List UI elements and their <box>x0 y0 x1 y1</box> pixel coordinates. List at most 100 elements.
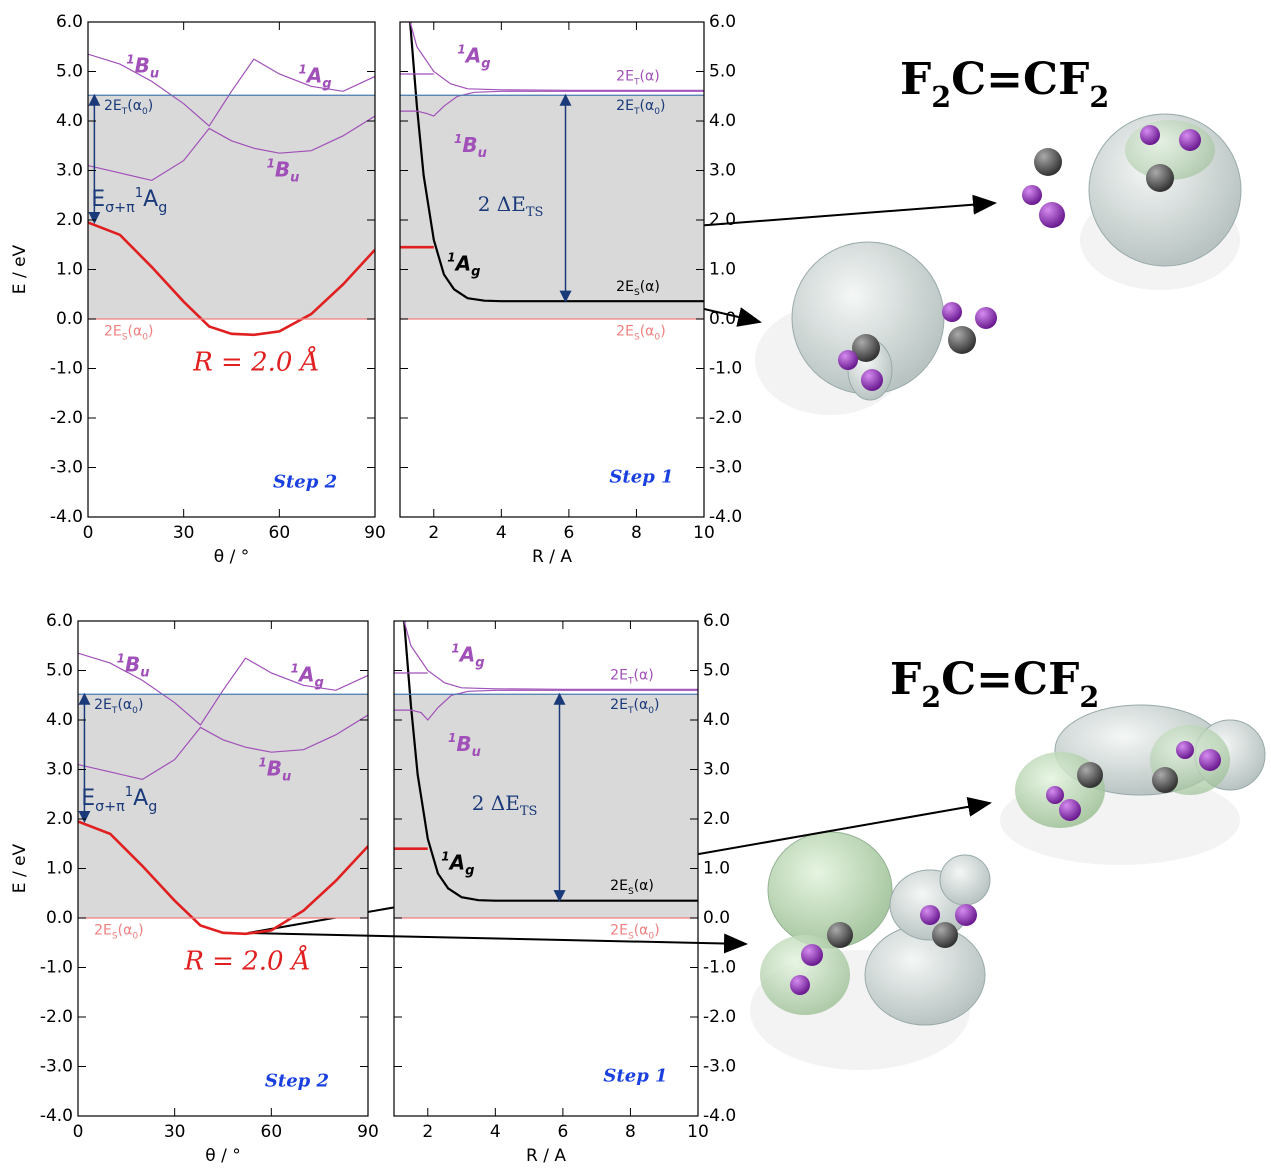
x-tick-label: 30 <box>173 523 195 543</box>
label-text: 2E <box>610 697 628 713</box>
label-text: A <box>458 642 475 666</box>
annotation: 1Bu <box>267 156 300 186</box>
y-tick-label: 2.0 <box>703 809 730 829</box>
y-tick-label: -2.0 <box>703 1007 736 1027</box>
y-tick-label: 2.0 <box>709 210 736 230</box>
label-text: R = 2.0 Å <box>183 945 310 977</box>
label-text: 2E <box>616 98 634 114</box>
x-tick-label: 4 <box>490 1122 501 1142</box>
annotation: 2ET(α0) <box>616 98 665 117</box>
data-line <box>400 90 704 117</box>
x-tick-label: 10 <box>693 523 715 543</box>
label-text: (α) <box>634 667 654 683</box>
subscript: g <box>481 57 490 72</box>
label-text: (α <box>640 98 655 114</box>
annotation: Step 2 <box>273 471 337 492</box>
plot-area <box>88 53 375 337</box>
label-text: 2E <box>104 98 122 114</box>
label-text: ) <box>138 697 143 713</box>
superscript: 1 <box>126 52 134 66</box>
subscript: 2 <box>1089 80 1109 114</box>
x-tick-label: 0 <box>73 1122 84 1142</box>
y-tick-label: 1.0 <box>709 260 736 280</box>
label-text: 2E <box>610 667 628 683</box>
subscript: TS <box>520 804 538 819</box>
data-line <box>403 621 698 690</box>
y-tick-label: 0.0 <box>56 309 83 329</box>
annotation: R = 2.0 Å <box>183 945 310 977</box>
subscript: T <box>111 706 118 716</box>
data-line <box>78 652 368 726</box>
line-chart: 6.0 5.0 4.0 3.0 2.0 1.0 0.0 -1.0 -2.0 -3.0 -4.0 2 4 6… <box>393 611 736 1166</box>
x-tick-label: 60 <box>261 1122 283 1142</box>
subscript: S <box>634 332 640 342</box>
superscript: 1 <box>135 186 143 201</box>
y-tick-label: 4.0 <box>703 710 730 730</box>
label-text: ) <box>660 98 665 114</box>
x-tick-label: 30 <box>164 1122 186 1142</box>
y-tick-label: 5.0 <box>709 62 736 82</box>
subscript: u <box>150 67 159 82</box>
annotation: Step 1 <box>603 1065 667 1086</box>
label-text: C=CF <box>951 54 1089 105</box>
superscript: 1 <box>457 42 465 56</box>
label-text: ) <box>138 922 143 938</box>
y-tick-label: -2.0 <box>50 408 83 428</box>
label-text: (α <box>634 922 649 938</box>
label-text: A <box>297 662 314 686</box>
label-text: 2 ΔE <box>472 791 520 815</box>
superscript: 1 <box>447 250 455 264</box>
label-text: A <box>305 63 322 87</box>
y-tick-label: 4.0 <box>46 710 73 730</box>
x-tick-label: 8 <box>625 1122 636 1142</box>
annotation: 2ET(α0) <box>610 697 659 716</box>
subscript: 0 <box>654 332 660 342</box>
x-axis-label: θ / ° <box>214 547 249 567</box>
subscript: 0 <box>132 706 138 716</box>
data-line <box>403 621 698 902</box>
y-tick-label: 5.0 <box>46 661 73 681</box>
annotation: 1Ag <box>447 250 480 280</box>
y-tick-label: -1.0 <box>40 958 73 978</box>
y-tick-label: 1.0 <box>46 859 73 879</box>
subscript: g <box>471 265 480 280</box>
annotation: 2 ΔETS <box>472 791 538 820</box>
shaded-region <box>88 95 375 319</box>
label-text: (α) <box>634 878 654 894</box>
subscript: 0 <box>648 706 654 716</box>
label-text: ) <box>148 98 153 114</box>
annotation: 2ET(α) <box>616 68 659 87</box>
label-text: 2E <box>616 323 634 339</box>
data-line <box>409 22 704 91</box>
label-text: B <box>267 756 282 780</box>
subscript: T <box>627 676 634 686</box>
y-tick-label: 6.0 <box>703 611 730 631</box>
data-line <box>78 714 368 781</box>
y-tick-label: 1.0 <box>56 260 83 280</box>
x-tick-label: 2 <box>428 523 439 543</box>
superscript: 1 <box>298 62 306 76</box>
label-text: 2E <box>94 922 112 938</box>
shaded-region <box>394 694 698 918</box>
annotation: 1Bu <box>258 755 291 785</box>
label-text: (α) <box>640 279 660 295</box>
y-tick-label: -2.0 <box>40 1007 73 1027</box>
label-text: 2E <box>104 323 122 339</box>
y-tick-label: 0.0 <box>709 309 736 329</box>
subscript: u <box>290 171 299 186</box>
molecule-renderings <box>750 113 1266 1070</box>
superscript: 1 <box>291 661 299 675</box>
subscript: S <box>628 886 634 896</box>
label-text: A <box>143 187 158 212</box>
label-text: Step 2 <box>265 1070 329 1091</box>
subscript: S <box>122 332 128 342</box>
y-tick-label: 4.0 <box>56 111 83 131</box>
subscript: σ+π <box>95 799 125 815</box>
label-text: A <box>454 251 471 275</box>
annotation: 1Ag <box>291 661 324 691</box>
y-tick-label: -4.0 <box>709 507 742 527</box>
label-text: 2 ΔE <box>478 192 526 216</box>
subscript: 0 <box>142 107 148 117</box>
subscript: 0 <box>142 332 148 342</box>
annotation: 1Ag <box>298 62 331 92</box>
